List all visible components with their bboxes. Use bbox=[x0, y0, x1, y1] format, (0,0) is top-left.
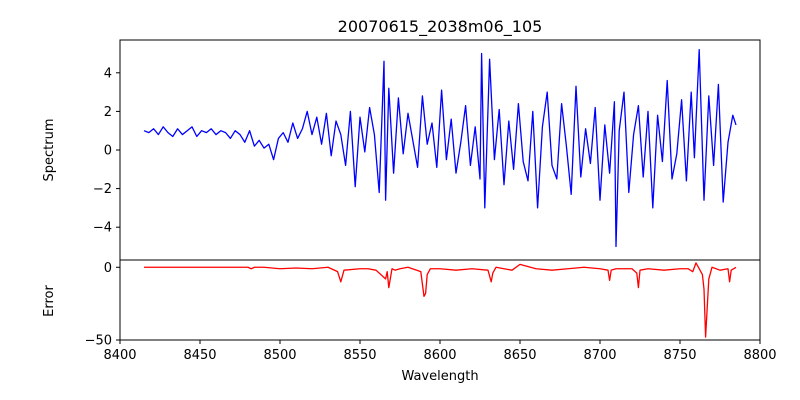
x-tick-label: 8550 bbox=[343, 348, 376, 363]
error-y-tick-label: −50 bbox=[85, 334, 112, 349]
x-tick-label: 8500 bbox=[263, 348, 296, 363]
spectrum-line-layer bbox=[143, 49, 737, 248]
error-axes-frame bbox=[119, 259, 761, 341]
error-y-ticks: −50 0 bbox=[85, 261, 120, 349]
error-x-ticks: 8400 8450 8500 8550 8600 8650 8700 8750 8800 bbox=[103, 340, 777, 363]
x-tick-label: 8600 bbox=[423, 348, 456, 363]
x-tick-label: 8700 bbox=[583, 348, 616, 363]
x-tick-label: 8650 bbox=[503, 348, 536, 363]
spectrum-y-tick-label: 4 bbox=[104, 66, 112, 81]
x-tick-label: 8450 bbox=[183, 348, 216, 363]
spectrum-y-tick-label: −2 bbox=[93, 182, 112, 197]
error-series-line bbox=[144, 262, 737, 338]
x-tick-label: 8400 bbox=[103, 348, 136, 363]
x-tick-label: 8800 bbox=[743, 348, 776, 363]
error-panel: −50 0 8400 8450 8500 8550 8600 8650 8700 8750 880… bbox=[42, 259, 777, 384]
error-line-layer bbox=[144, 262, 737, 338]
spectrum-y-axis-label: Spectrum bbox=[42, 119, 57, 182]
spectrum-y-tick-label: 2 bbox=[104, 105, 112, 120]
spectrum-y-ticks: −4 −2 0 2 4 bbox=[93, 66, 120, 236]
error-y-tick-label: 0 bbox=[104, 261, 112, 276]
spectrum-panel: −4 −2 0 2 4 Spectrum bbox=[42, 39, 761, 261]
spectrum-y-tick-label: −4 bbox=[93, 221, 112, 236]
spectrum-series-line bbox=[143, 49, 737, 248]
x-tick-label: 8750 bbox=[663, 348, 696, 363]
error-y-axis-label: Error bbox=[42, 285, 57, 317]
spectrum-y-tick-label: 0 bbox=[104, 144, 112, 159]
x-axis-label: Wavelength bbox=[401, 369, 478, 384]
chart-title: 20070615_2038m06_105 bbox=[338, 17, 543, 37]
